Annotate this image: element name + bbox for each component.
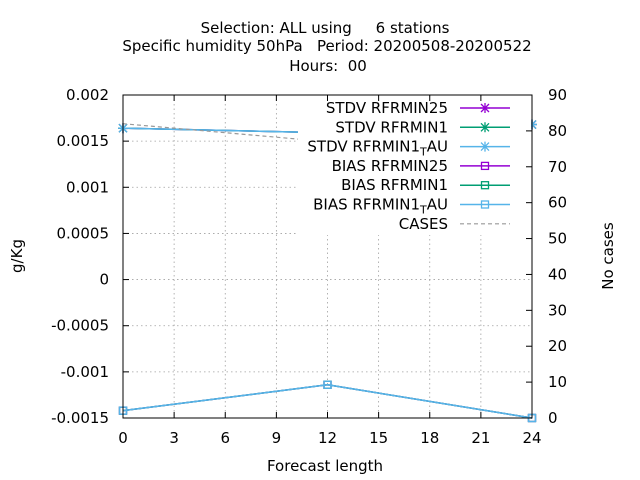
x-tick-label: 21	[471, 429, 490, 447]
legend-label: BIAS RFRMIN1	[341, 176, 448, 194]
chart-title-line-3: Hours: 00	[289, 57, 367, 75]
star-point-marker	[480, 141, 490, 152]
grid-layer	[123, 95, 532, 418]
y-tick-label: -0.0005	[51, 317, 109, 335]
square-point-marker	[480, 161, 490, 171]
y2-tick-label: 60	[548, 194, 567, 212]
tick-layer: 0 3 6 9 12 15 18 21 24 -0.0015 -0.001 -0.0005 0 0.000…	[51, 86, 567, 447]
y-tick-label: 0	[99, 271, 109, 289]
square-point-marker	[480, 200, 490, 209]
legend-label: CASES	[399, 215, 448, 233]
x-tick-label: 18	[420, 429, 439, 447]
y-tick-label: 0.0005	[57, 224, 110, 242]
legend-label: BIAS RFRMIN1TAU	[313, 196, 448, 217]
square-point-marker	[323, 380, 332, 389]
y2-tick-label: 30	[548, 301, 567, 319]
series-line	[122, 384, 533, 419]
star-point-marker	[480, 122, 490, 133]
y2-tick-label: 0	[548, 409, 558, 427]
x-axis-label: Forecast length	[267, 457, 383, 475]
y2-tick-label: 20	[548, 337, 567, 355]
y2-tick-label: 50	[548, 230, 567, 248]
x-tick-label: 9	[272, 429, 282, 447]
y2-tick-label: 10	[548, 373, 567, 391]
star-point-marker	[480, 103, 490, 113]
y-axis-label: g/Kg	[8, 239, 26, 273]
y-tick-label: -0.0015	[51, 409, 109, 427]
y-tick-label: 0.0015	[57, 132, 110, 150]
legend-label: STDV RFRMIN25	[326, 99, 448, 117]
legend-label: STDV RFRMIN1TAU	[307, 138, 448, 159]
legend-label: STDV RFRMIN1	[335, 118, 448, 136]
chart-title-line-2: Specific humidity 50hPa Period: 20200508…	[122, 37, 531, 55]
x-tick-label: 3	[169, 429, 179, 447]
y2-tick-label: 90	[548, 86, 567, 104]
y-tick-label: 0.002	[66, 86, 109, 104]
y-tick-label: -0.001	[61, 363, 109, 381]
x-tick-label: 12	[318, 429, 337, 447]
y2-axis-label: No cases	[599, 222, 617, 290]
x-tick-label: 0	[118, 429, 128, 447]
y-tick-label: 0.001	[66, 178, 109, 196]
x-tick-label: 24	[522, 429, 541, 447]
chart-title-line-1: Selection: ALL using 6 stations	[201, 19, 450, 37]
y2-tick-label: 40	[548, 265, 567, 283]
y2-tick-label: 80	[548, 122, 567, 140]
square-point-marker	[480, 181, 490, 190]
x-tick-label: 15	[369, 429, 388, 447]
legend-label: BIAS RFRMIN25	[332, 157, 448, 175]
y2-tick-label: 70	[548, 158, 567, 176]
x-tick-label: 6	[220, 429, 230, 447]
